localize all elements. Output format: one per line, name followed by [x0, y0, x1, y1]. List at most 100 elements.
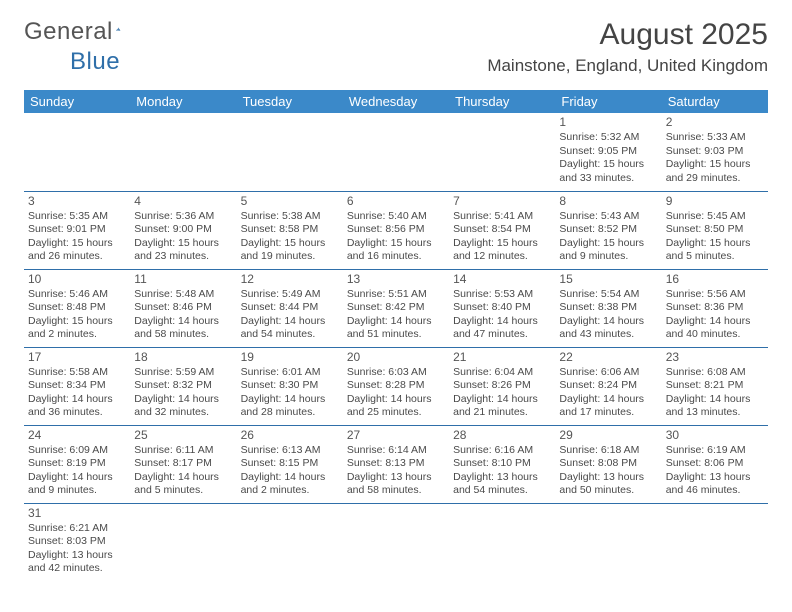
- day-cell: 24Sunrise: 6:09 AMSunset: 8:19 PMDayligh…: [24, 425, 130, 503]
- empty-cell: [237, 503, 343, 581]
- daylight-text: Daylight: 15 hours: [559, 237, 657, 250]
- day-number: 17: [28, 350, 126, 365]
- daylight-text: Daylight: 15 hours: [241, 237, 339, 250]
- empty-cell: [449, 503, 555, 581]
- day-number: 21: [453, 350, 551, 365]
- daylight-text: and 51 minutes.: [347, 328, 445, 341]
- sunset-text: Sunset: 8:28 PM: [347, 379, 445, 392]
- sunrise-text: Sunrise: 6:16 AM: [453, 444, 551, 457]
- daylight-text: and 50 minutes.: [559, 484, 657, 497]
- sunrise-text: Sunrise: 6:01 AM: [241, 366, 339, 379]
- sunrise-text: Sunrise: 6:18 AM: [559, 444, 657, 457]
- calendar-body: 1Sunrise: 5:32 AMSunset: 9:05 PMDaylight…: [24, 113, 768, 581]
- empty-cell: [449, 113, 555, 191]
- daylight-text: and 19 minutes.: [241, 250, 339, 263]
- sunset-text: Sunset: 9:03 PM: [666, 145, 764, 158]
- logo-text-part1: General: [24, 18, 113, 46]
- weekday-header: Monday: [130, 90, 236, 113]
- day-cell: 14Sunrise: 5:53 AMSunset: 8:40 PMDayligh…: [449, 269, 555, 347]
- sunset-text: Sunset: 8:58 PM: [241, 223, 339, 236]
- sunset-text: Sunset: 8:50 PM: [666, 223, 764, 236]
- weekday-header: Wednesday: [343, 90, 449, 113]
- day-number: 3: [28, 194, 126, 209]
- daylight-text: Daylight: 14 hours: [134, 393, 232, 406]
- sunrise-text: Sunrise: 5:45 AM: [666, 210, 764, 223]
- daylight-text: Daylight: 13 hours: [347, 471, 445, 484]
- empty-cell: [237, 113, 343, 191]
- day-cell: 9Sunrise: 5:45 AMSunset: 8:50 PMDaylight…: [662, 191, 768, 269]
- daylight-text: Daylight: 15 hours: [666, 158, 764, 171]
- day-number: 7: [453, 194, 551, 209]
- sunrise-text: Sunrise: 5:33 AM: [666, 131, 764, 144]
- daylight-text: and 25 minutes.: [347, 406, 445, 419]
- day-number: 20: [347, 350, 445, 365]
- sunrise-text: Sunrise: 6:09 AM: [28, 444, 126, 457]
- day-cell: 26Sunrise: 6:13 AMSunset: 8:15 PMDayligh…: [237, 425, 343, 503]
- day-number: 12: [241, 272, 339, 287]
- daylight-text: Daylight: 14 hours: [134, 471, 232, 484]
- day-number: 19: [241, 350, 339, 365]
- daylight-text: and 26 minutes.: [28, 250, 126, 263]
- daylight-text: Daylight: 14 hours: [559, 393, 657, 406]
- daylight-text: and 28 minutes.: [241, 406, 339, 419]
- sunset-text: Sunset: 8:03 PM: [28, 535, 126, 548]
- daylight-text: and 47 minutes.: [453, 328, 551, 341]
- day-number: 14: [453, 272, 551, 287]
- day-cell: 5Sunrise: 5:38 AMSunset: 8:58 PMDaylight…: [237, 191, 343, 269]
- sunrise-text: Sunrise: 6:13 AM: [241, 444, 339, 457]
- day-cell: 12Sunrise: 5:49 AMSunset: 8:44 PMDayligh…: [237, 269, 343, 347]
- weekday-header: Saturday: [662, 90, 768, 113]
- calendar-table: SundayMondayTuesdayWednesdayThursdayFrid…: [24, 90, 768, 581]
- daylight-text: Daylight: 13 hours: [559, 471, 657, 484]
- daylight-text: Daylight: 15 hours: [28, 237, 126, 250]
- sunrise-text: Sunrise: 5:38 AM: [241, 210, 339, 223]
- daylight-text: and 54 minutes.: [241, 328, 339, 341]
- sunrise-text: Sunrise: 5:40 AM: [347, 210, 445, 223]
- empty-cell: [130, 113, 236, 191]
- daylight-text: Daylight: 14 hours: [134, 315, 232, 328]
- daylight-text: Daylight: 15 hours: [453, 237, 551, 250]
- week-row: 1Sunrise: 5:32 AMSunset: 9:05 PMDaylight…: [24, 113, 768, 191]
- daylight-text: and 58 minutes.: [134, 328, 232, 341]
- empty-cell: [343, 503, 449, 581]
- daylight-text: Daylight: 14 hours: [666, 393, 764, 406]
- day-number: 13: [347, 272, 445, 287]
- daylight-text: Daylight: 14 hours: [559, 315, 657, 328]
- sunrise-text: Sunrise: 5:59 AM: [134, 366, 232, 379]
- daylight-text: Daylight: 15 hours: [134, 237, 232, 250]
- sunrise-text: Sunrise: 6:19 AM: [666, 444, 764, 457]
- day-cell: 2Sunrise: 5:33 AMSunset: 9:03 PMDaylight…: [662, 113, 768, 191]
- page: General August 2025 Mainstone, England, …: [0, 0, 792, 612]
- day-cell: 18Sunrise: 5:59 AMSunset: 8:32 PMDayligh…: [130, 347, 236, 425]
- sunset-text: Sunset: 9:05 PM: [559, 145, 657, 158]
- day-cell: 17Sunrise: 5:58 AMSunset: 8:34 PMDayligh…: [24, 347, 130, 425]
- daylight-text: Daylight: 14 hours: [666, 315, 764, 328]
- day-cell: 31Sunrise: 6:21 AMSunset: 8:03 PMDayligh…: [24, 503, 130, 581]
- day-cell: 28Sunrise: 6:16 AMSunset: 8:10 PMDayligh…: [449, 425, 555, 503]
- sunset-text: Sunset: 9:00 PM: [134, 223, 232, 236]
- sunrise-text: Sunrise: 6:14 AM: [347, 444, 445, 457]
- sunrise-text: Sunrise: 5:58 AM: [28, 366, 126, 379]
- daylight-text: Daylight: 14 hours: [241, 471, 339, 484]
- daylight-text: Daylight: 13 hours: [453, 471, 551, 484]
- sunset-text: Sunset: 8:56 PM: [347, 223, 445, 236]
- day-cell: 15Sunrise: 5:54 AMSunset: 8:38 PMDayligh…: [555, 269, 661, 347]
- daylight-text: and 23 minutes.: [134, 250, 232, 263]
- day-number: 10: [28, 272, 126, 287]
- daylight-text: Daylight: 14 hours: [241, 315, 339, 328]
- day-cell: 4Sunrise: 5:36 AMSunset: 9:00 PMDaylight…: [130, 191, 236, 269]
- logo-text-part2: Blue: [70, 48, 120, 76]
- daylight-text: Daylight: 15 hours: [347, 237, 445, 250]
- week-row: 3Sunrise: 5:35 AMSunset: 9:01 PMDaylight…: [24, 191, 768, 269]
- sunrise-text: Sunrise: 6:06 AM: [559, 366, 657, 379]
- daylight-text: Daylight: 13 hours: [28, 549, 126, 562]
- day-cell: 3Sunrise: 5:35 AMSunset: 9:01 PMDaylight…: [24, 191, 130, 269]
- week-row: 10Sunrise: 5:46 AMSunset: 8:48 PMDayligh…: [24, 269, 768, 347]
- daylight-text: and 13 minutes.: [666, 406, 764, 419]
- day-number: 28: [453, 428, 551, 443]
- day-number: 8: [559, 194, 657, 209]
- day-number: 4: [134, 194, 232, 209]
- sunset-text: Sunset: 8:26 PM: [453, 379, 551, 392]
- day-cell: 1Sunrise: 5:32 AMSunset: 9:05 PMDaylight…: [555, 113, 661, 191]
- daylight-text: Daylight: 13 hours: [666, 471, 764, 484]
